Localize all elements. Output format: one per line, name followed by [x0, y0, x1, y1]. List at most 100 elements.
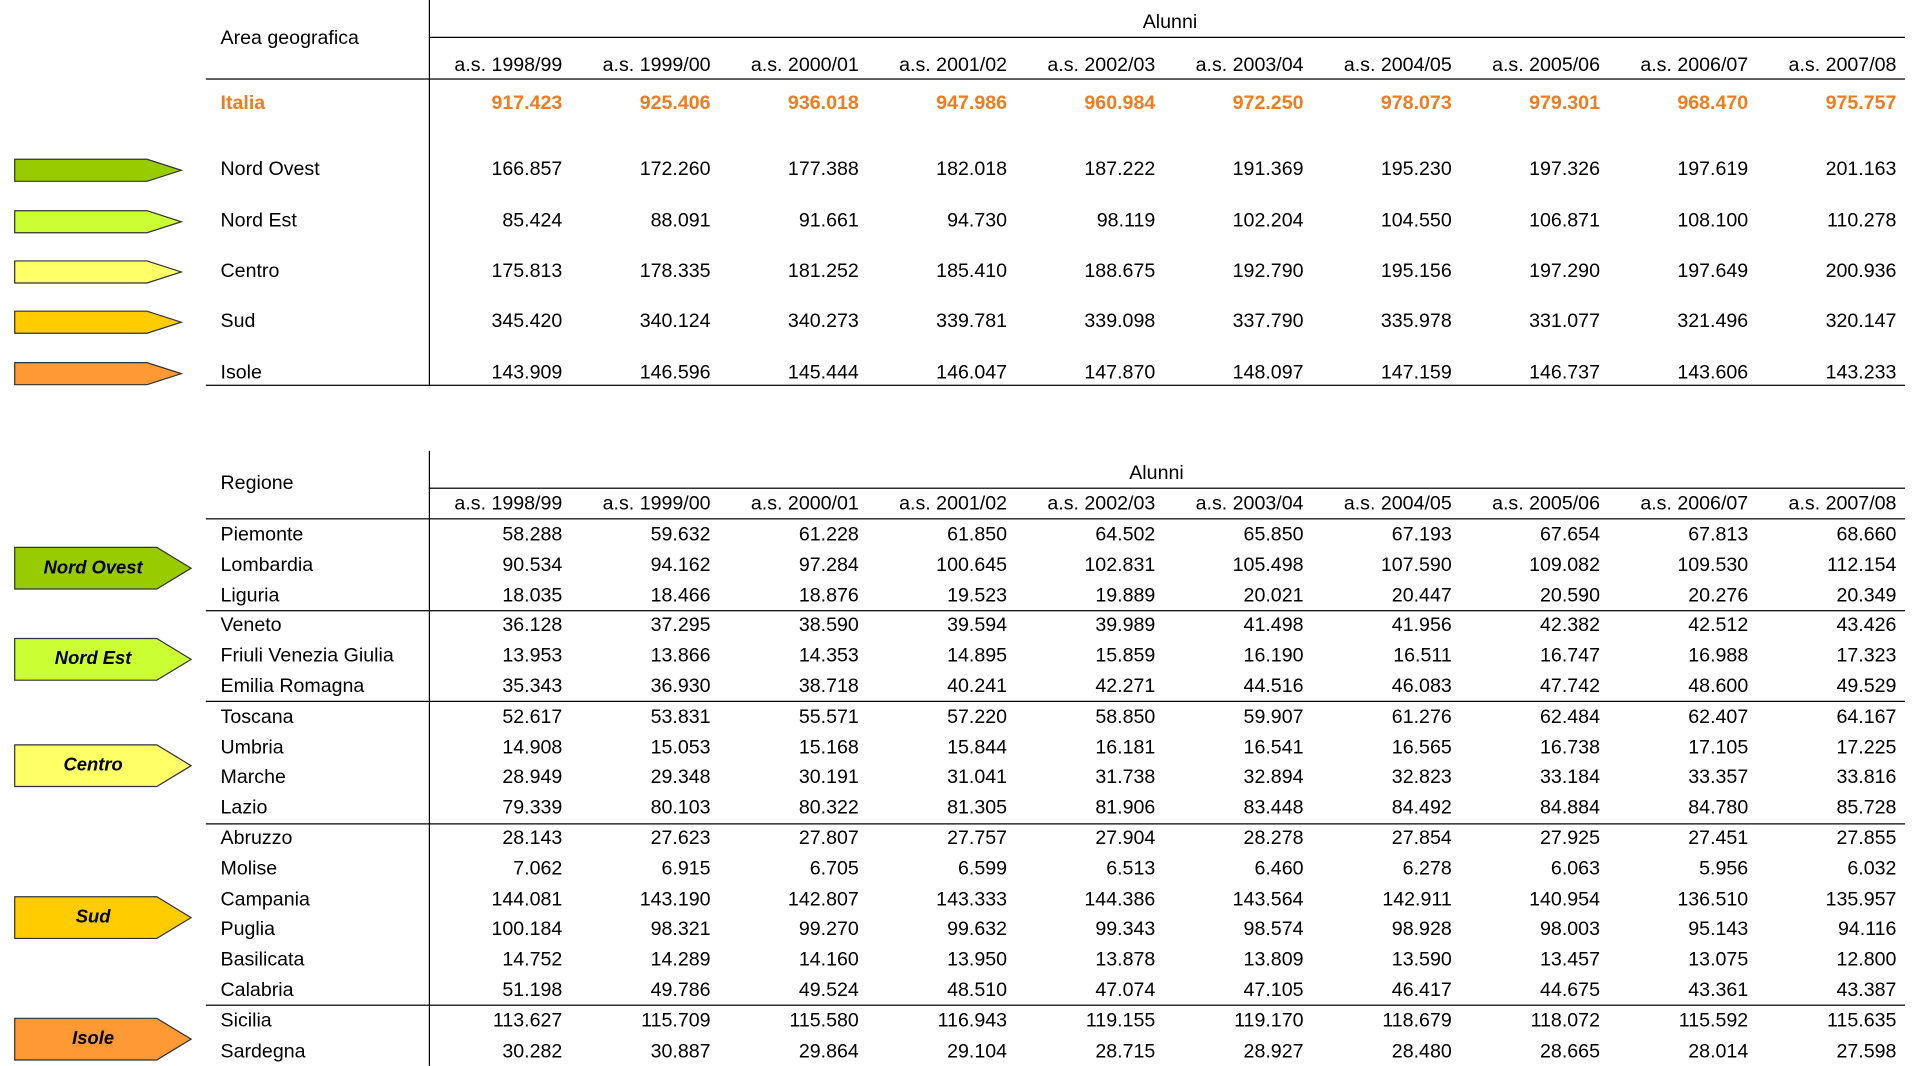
cell: 185.410 — [936, 260, 1008, 282]
cell: 32.894 — [1243, 767, 1304, 789]
cell: 14.895 — [947, 645, 1008, 667]
cell: 81.906 — [1095, 797, 1156, 819]
cell: 29.864 — [798, 1040, 859, 1062]
cell: 52.617 — [502, 706, 563, 728]
row-label: Umbria — [220, 737, 284, 758]
cell: 102.204 — [1232, 210, 1304, 232]
cell: 84.884 — [1540, 797, 1600, 819]
cell: 33.816 — [1836, 767, 1897, 789]
cell: 143.909 — [491, 362, 563, 384]
cell: 113.627 — [492, 1010, 563, 1032]
cell: 340.124 — [639, 311, 711, 333]
cell: 28.927 — [1243, 1040, 1304, 1062]
cell: 13.590 — [1391, 949, 1452, 971]
cell: 94.162 — [650, 554, 711, 576]
cell: 18.466 — [650, 585, 711, 606]
cell: 32.823 — [1391, 767, 1452, 789]
cell: 94.730 — [947, 210, 1008, 232]
year-header: a.s. 2006/07 — [1640, 55, 1749, 76]
table-header: Regione — [220, 472, 294, 494]
cell: 51.198 — [502, 980, 563, 1001]
cell: 16.747 — [1540, 645, 1600, 667]
cell: 115.709 — [641, 1010, 711, 1032]
cell: 6.915 — [661, 858, 711, 880]
rule — [428, 450, 431, 1066]
cell: 20.276 — [1688, 585, 1749, 606]
arrow — [14, 310, 184, 334]
cell: 6.063 — [1550, 858, 1600, 880]
year-header: a.s. 2007/08 — [1788, 493, 1897, 515]
cell: 48.600 — [1688, 676, 1749, 698]
cell: 109.082 — [1529, 554, 1600, 576]
year-header: a.s. 2004/05 — [1343, 493, 1452, 515]
row-label: Basilicata — [220, 949, 305, 971]
cell: 118.679 — [1382, 1010, 1452, 1032]
cell: 28.949 — [502, 767, 563, 789]
cell: 340.273 — [787, 311, 859, 333]
cell: 58.850 — [1095, 706, 1156, 728]
cell: 13.878 — [1095, 949, 1156, 971]
cell: 27.598 — [1836, 1040, 1897, 1062]
cell: 20.021 — [1243, 585, 1304, 606]
cell: 115.580 — [789, 1010, 859, 1032]
cell: 6.513 — [1106, 858, 1156, 880]
cell: 197.290 — [1529, 260, 1600, 282]
rule — [205, 78, 1906, 80]
cell: 81.305 — [947, 797, 1008, 819]
cell: 79.339 — [502, 797, 563, 819]
year-header: a.s. 2002/03 — [1047, 55, 1156, 76]
cell: 115.635 — [1827, 1010, 1897, 1032]
cell: 41.498 — [1243, 615, 1304, 637]
cell: 27.855 — [1836, 828, 1897, 849]
cell: 15.859 — [1095, 645, 1156, 667]
cell: 16.511 — [1393, 645, 1452, 667]
cell: 13.075 — [1688, 949, 1749, 971]
cell: 106.871 — [1529, 210, 1600, 232]
cell: 14.908 — [502, 737, 563, 758]
cell: 172.260 — [639, 159, 711, 181]
cell: 64.502 — [1095, 524, 1156, 546]
cell: 33.357 — [1688, 767, 1749, 789]
cell: 192.790 — [1232, 260, 1304, 282]
cell: 143.564 — [1232, 888, 1304, 910]
cell: 968.470 — [1677, 93, 1749, 114]
row-label: Calabria — [220, 980, 294, 1001]
cell: 136.510 — [1677, 888, 1749, 910]
cell: 143.233 — [1825, 362, 1897, 384]
cell: 339.098 — [1084, 311, 1156, 333]
cell: 15.168 — [798, 737, 859, 758]
cell: 37.295 — [650, 615, 711, 637]
cell: 95.143 — [1688, 919, 1749, 941]
row-label: Italia — [220, 93, 266, 114]
row-label: Toscana — [220, 706, 294, 728]
cell: 13.809 — [1243, 949, 1304, 971]
cell: 16.738 — [1540, 737, 1600, 758]
cell: 177.388 — [787, 159, 859, 181]
row-label: Lazio — [220, 797, 268, 819]
year-header: a.s. 2001/02 — [899, 55, 1008, 76]
cell: 947.986 — [936, 93, 1008, 114]
cell: 7.062 — [513, 858, 563, 880]
cell: 83.448 — [1243, 797, 1304, 819]
year-header: a.s. 1998/99 — [454, 55, 563, 76]
cell: 147.159 — [1380, 362, 1452, 384]
year-header: a.s. 2005/06 — [1492, 493, 1600, 515]
cell: 18.876 — [798, 585, 859, 606]
cell: 14.353 — [798, 645, 859, 667]
cell: 16.181 — [1095, 737, 1156, 758]
cell: 62.484 — [1540, 706, 1600, 728]
cell: 107.590 — [1380, 554, 1452, 576]
cell: 40.241 — [947, 676, 1008, 698]
group-arrow-label: Centro — [63, 754, 123, 776]
row-label: Sardegna — [220, 1040, 306, 1062]
cell: 61.850 — [947, 524, 1008, 546]
row-label: Puglia — [220, 919, 276, 941]
row-label: Liguria — [220, 585, 280, 606]
cell: 20.349 — [1836, 585, 1897, 606]
group-arrow-label: Sud — [75, 906, 111, 928]
cell: 98.003 — [1540, 919, 1600, 941]
cell: 201.163 — [1825, 159, 1897, 181]
cell: 99.343 — [1095, 919, 1156, 941]
row-label: Campania — [220, 888, 310, 910]
year-header: a.s. 2005/06 — [1492, 55, 1600, 76]
